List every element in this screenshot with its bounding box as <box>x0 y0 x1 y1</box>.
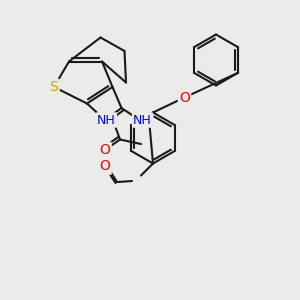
Text: NH: NH <box>133 113 152 127</box>
Text: O: O <box>100 143 110 157</box>
Text: O: O <box>100 113 110 127</box>
Text: S: S <box>50 80 58 94</box>
Text: NH: NH <box>97 113 116 127</box>
Text: O: O <box>100 160 110 173</box>
Text: O: O <box>179 91 190 104</box>
